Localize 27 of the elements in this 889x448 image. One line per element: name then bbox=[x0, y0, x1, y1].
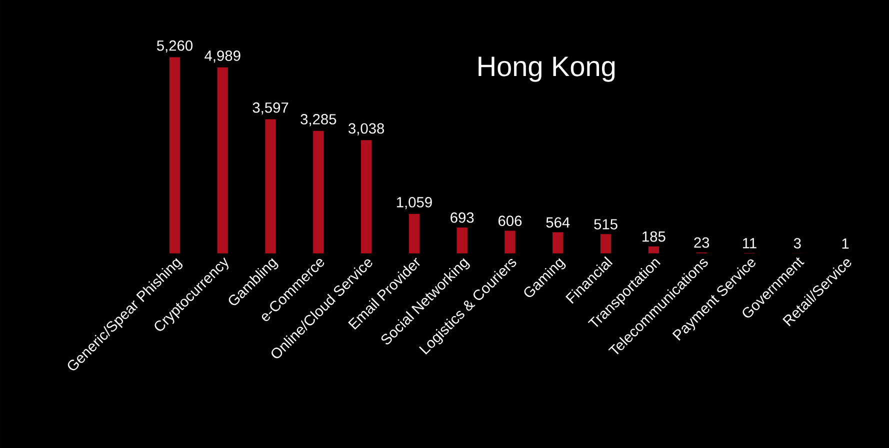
bar bbox=[169, 57, 180, 254]
bar bbox=[552, 232, 564, 254]
data-label: 185 bbox=[642, 231, 666, 242]
bar bbox=[313, 130, 324, 254]
data-label: 23 bbox=[694, 237, 710, 248]
bar bbox=[360, 140, 372, 254]
data-label: 3,038 bbox=[348, 123, 384, 136]
data-label: 1,059 bbox=[396, 197, 432, 210]
data-label: 515 bbox=[594, 219, 618, 230]
bar bbox=[456, 227, 468, 254]
chart-title: Hong Kong bbox=[478, 56, 615, 82]
bar bbox=[408, 214, 420, 254]
data-label: 11 bbox=[742, 238, 756, 248]
data-label: 5,260 bbox=[156, 40, 192, 53]
data-label: 3,597 bbox=[252, 102, 288, 115]
data-label: 693 bbox=[450, 212, 474, 223]
bar bbox=[600, 234, 612, 254]
data-label: 1 bbox=[842, 238, 849, 249]
bar bbox=[504, 230, 516, 254]
data-label: 4,989 bbox=[204, 50, 240, 63]
data-label: 564 bbox=[546, 217, 570, 228]
data-label: 3 bbox=[794, 238, 801, 248]
bar bbox=[217, 67, 228, 254]
data-label: 606 bbox=[498, 216, 522, 226]
bar bbox=[265, 119, 276, 254]
bar bbox=[648, 246, 660, 254]
data-label: 3,285 bbox=[300, 114, 336, 126]
